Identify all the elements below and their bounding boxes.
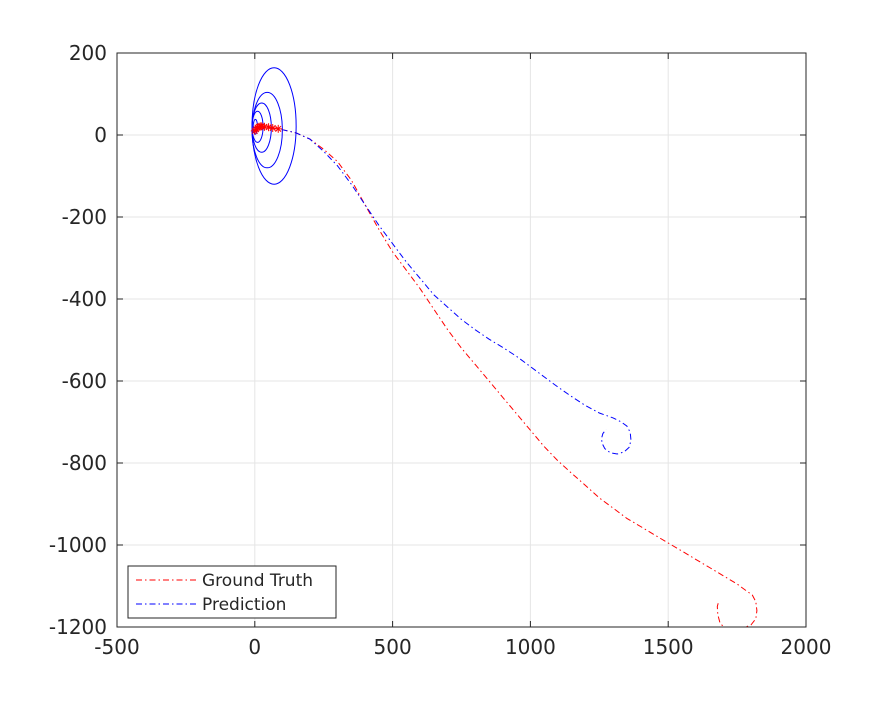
y-tick-label: 0 <box>94 123 107 147</box>
uncertainty-ellipse <box>251 67 297 185</box>
tick-labels: -500 0 500 1000 1500 2000-1200-1000-800-600-4… <box>49 41 832 659</box>
asterisk-marker <box>268 124 277 133</box>
series-lines <box>254 126 758 627</box>
y-tick-label: -1000 <box>49 533 107 557</box>
x-tick-label: 500 <box>374 635 412 659</box>
y-tick-label: 200 <box>69 41 107 65</box>
uncertainty-ellipses <box>251 67 297 185</box>
x-tick-label: -500 <box>94 635 139 659</box>
axis-ticks <box>116 52 807 628</box>
y-tick-label: -800 <box>62 451 107 475</box>
asterisk-marker <box>274 124 283 133</box>
axes-box <box>116 52 807 628</box>
x-tick-label: 1000 <box>505 635 556 659</box>
legend-label: Ground Truth <box>202 571 313 591</box>
legend: Ground Truth Prediction <box>127 565 337 619</box>
asterisk-marker <box>264 123 273 132</box>
legend-box <box>127 565 337 619</box>
prediction-line <box>254 126 632 455</box>
plot-background <box>117 53 806 627</box>
ground-truth-line <box>254 126 758 627</box>
asterisk-markers <box>250 122 283 135</box>
legend-label: Prediction <box>202 595 286 615</box>
y-tick-label: -400 <box>62 287 107 311</box>
x-tick-label: 2000 <box>781 635 832 659</box>
x-tick-label: 1500 <box>643 635 694 659</box>
x-tick-label: 0 <box>248 635 261 659</box>
y-tick-label: -600 <box>62 369 107 393</box>
y-tick-label: -1200 <box>49 615 107 639</box>
y-tick-label: -200 <box>62 205 107 229</box>
plot-area <box>250 67 758 627</box>
